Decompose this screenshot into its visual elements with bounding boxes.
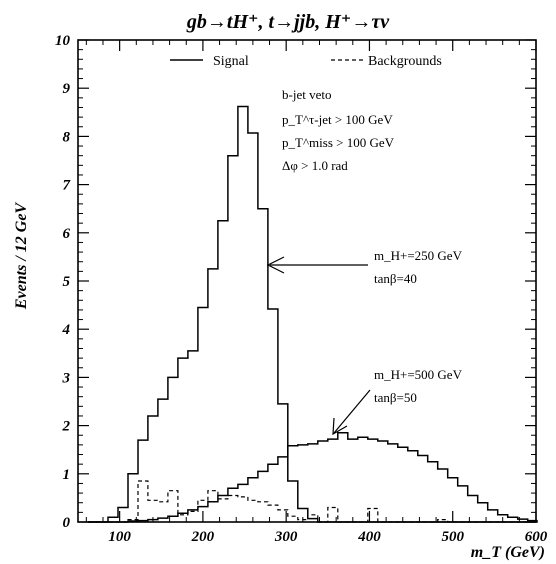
legend-signal-label: Signal <box>213 54 249 69</box>
x-tick-labels: 100 200 300 400 500 600 <box>108 529 547 545</box>
arrow-mh250-head <box>266 256 285 274</box>
y-tick-label: 7 <box>63 178 71 194</box>
y-tick-label: 0 <box>63 515 71 531</box>
x-tick-label: 400 <box>357 529 381 545</box>
y-tick-label: 3 <box>62 370 71 386</box>
annotation-mh250-tanb: tanβ=40 <box>374 271 417 286</box>
annotation-mh500-tanb: tanβ=50 <box>374 390 417 405</box>
x-tick-label: 300 <box>274 529 298 545</box>
y-tick-labels: 0 1 2 3 4 5 6 7 8 9 10 <box>55 33 71 531</box>
x-tick-label: 600 <box>525 529 548 545</box>
cut-pt-tau: p_T^τ-jet > 100 GeV <box>282 112 393 127</box>
cut-bjet-veto: b-jet veto <box>282 87 331 102</box>
y-tick-label: 5 <box>63 274 71 290</box>
y-tick-label: 8 <box>63 129 71 145</box>
arrow-mh500-shaft <box>333 389 371 434</box>
annotation-mh250-mass: m_H+=250 GeV <box>374 248 463 263</box>
annotation-mh500-mass: m_H+=500 GeV <box>374 367 463 382</box>
y-tick-label: 10 <box>55 33 71 49</box>
chart-title: gb→tH⁺, t→jjb, H⁺→τν <box>186 11 390 33</box>
x-tick-label: 100 <box>108 529 131 545</box>
cut-delta-phi: Δφ > 1.0 rad <box>282 158 348 173</box>
axis-ticks <box>78 39 537 523</box>
x-tick-label: 200 <box>191 529 215 545</box>
cut-pt-miss: p_T^miss > 100 GeV <box>282 135 395 150</box>
x-axis-label: m_T (GeV) <box>471 544 545 561</box>
series-line-1 <box>88 432 538 523</box>
series-line-2 <box>88 480 538 523</box>
annotation-mh500: m_H+=500 GeV tanβ=50 <box>332 367 463 436</box>
arrow-mh500-head <box>332 417 348 436</box>
annotation-mh250: m_H+=250 GeV tanβ=40 <box>266 248 463 286</box>
y-tick-label: 1 <box>63 467 71 483</box>
y-tick-label: 6 <box>63 226 71 242</box>
y-tick-label: 2 <box>62 419 71 435</box>
y-tick-label: 9 <box>63 81 71 97</box>
legend: Signal Backgrounds <box>170 54 442 69</box>
cuts-text: b-jet veto p_T^τ-jet > 100 GeV p_T^miss … <box>282 87 395 173</box>
y-axis-label: Events / 12 GeV <box>13 202 30 311</box>
y-tick-label: 4 <box>62 322 71 338</box>
legend-background-label: Backgrounds <box>368 54 442 69</box>
series-group <box>88 105 538 523</box>
x-tick-label: 500 <box>441 529 464 545</box>
